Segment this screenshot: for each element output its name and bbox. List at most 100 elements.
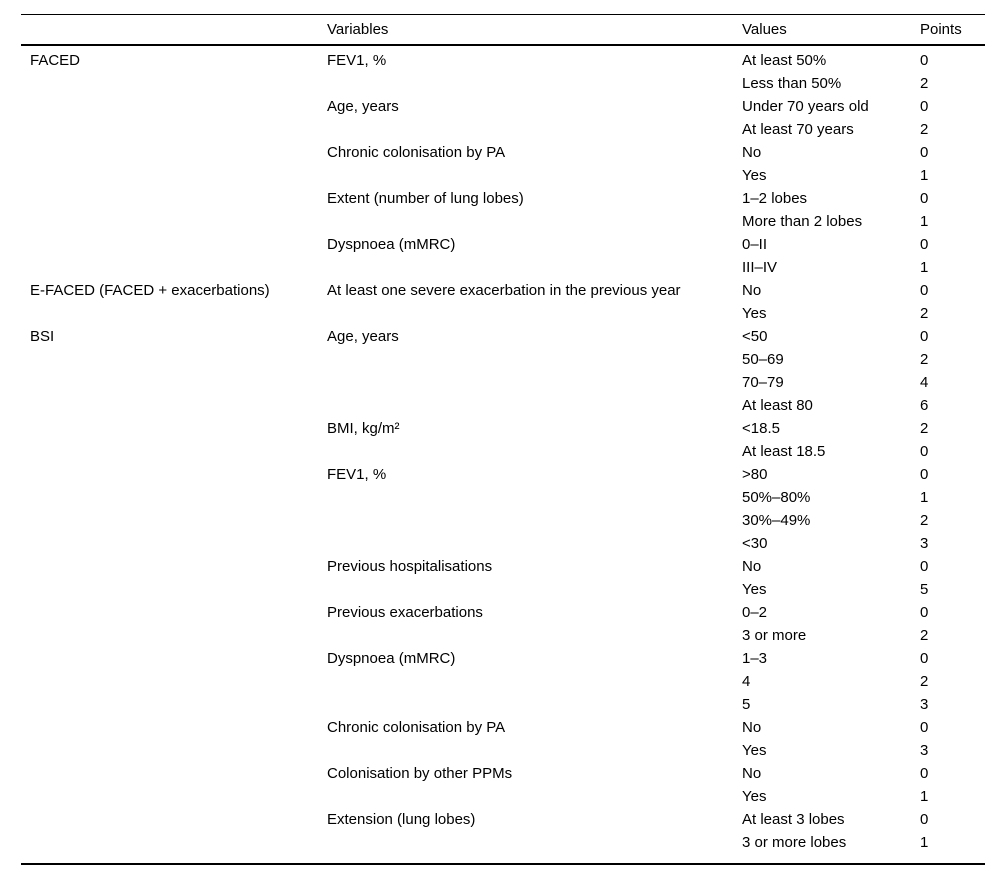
variable-cell [327,532,742,555]
variable-cell [327,256,742,279]
score-name-cell [30,555,327,578]
points-cell: 1 [920,259,929,276]
points-cell: 0 [920,282,929,299]
points-cell: 1 [920,167,929,184]
value-cell: III–IV [742,259,778,276]
variable-cell [327,440,742,463]
value-cell: 3 or more lobes [742,834,847,851]
variable-cell [327,509,742,532]
value-cell: Yes [742,788,767,805]
value-cell: Under 70 years old [742,98,869,115]
variable-cell [327,118,742,141]
value-cell: At least 70 years [742,121,854,138]
table-row: 70–79 4 [21,371,985,394]
value-cell: More than 2 lobes [742,213,863,230]
variable-cell: Chronic colonisation by PA [327,144,506,161]
table-row: 3 or more lobes 1 [21,831,985,854]
value-cell: Yes [742,581,767,598]
variable-cell: Dyspnoea (mMRC) [327,650,456,667]
points-cell: 0 [920,719,929,736]
variable-cell [327,670,742,693]
table-row: Yes 3 [21,739,985,762]
table-row: 30%–49% 2 [21,509,985,532]
score-name-cell [30,256,327,279]
variable-cell [327,302,742,325]
value-cell: <50 [742,328,768,345]
score-name-cell [30,210,327,233]
points-cell: 0 [920,236,929,253]
table-row: Yes 2 [21,302,985,325]
table-row: Yes 1 [21,164,985,187]
variable-cell: At least one severe exacerbation in the … [327,282,681,299]
table-row: BMI, kg/m² <18.5 2 [21,417,985,440]
header-variables: Variables [327,21,389,38]
score-name-cell [30,578,327,601]
value-cell: No [742,144,762,161]
variable-cell: Dyspnoea (mMRC) [327,236,456,253]
points-cell: 2 [920,673,929,690]
severity-scores-table: Variables Values Points FACED FEV1, % At… [21,14,985,865]
value-cell: 50%–80% [742,489,811,506]
value-cell: 1–2 lobes [742,190,808,207]
value-cell: Yes [742,305,767,322]
score-name-cell [30,509,327,532]
score-name-cell [30,785,327,808]
table-row: At least 80 6 [21,394,985,417]
value-cell: 1–3 [742,650,768,667]
score-name-cell [30,647,327,670]
table-row: 50%–80% 1 [21,486,985,509]
score-name-cell [30,486,327,509]
points-cell: 1 [920,788,929,805]
table-row: III–IV 1 [21,256,985,279]
value-cell: 50–69 [742,351,784,368]
score-name-cell [30,72,327,95]
variable-cell [327,164,742,187]
score-name-cell [30,233,327,256]
score-name-cell [30,624,327,647]
score-name-cell [30,394,327,417]
variable-cell: BMI, kg/m² [327,420,400,437]
table-row: BSI Age, years <50 0 [21,325,985,348]
table-row: 50–69 2 [21,348,985,371]
points-cell: 0 [920,144,929,161]
score-name-cell [30,440,327,463]
score-name-cell [30,762,327,785]
variable-cell [327,624,742,647]
score-name-cell: FACED [30,52,81,69]
score-name-cell [30,670,327,693]
points-cell: 2 [920,420,929,437]
score-name-cell [30,463,327,486]
variable-cell: Age, years [327,98,399,115]
variable-cell [327,578,742,601]
points-cell: 2 [920,121,929,138]
score-name-cell [30,164,327,187]
points-cell: 4 [920,374,929,391]
table-row: Dyspnoea (mMRC) 0–II 0 [21,233,985,256]
value-cell: 3 or more [742,627,807,644]
score-name-cell [30,118,327,141]
table-row: Yes 5 [21,578,985,601]
score-name-cell [30,348,327,371]
value-cell: At least 50% [742,52,827,69]
value-cell: 4 [742,673,751,690]
value-cell: Yes [742,167,767,184]
score-name-cell [30,371,327,394]
score-name-cell [30,739,327,762]
table-row: E-FACED (FACED + exacerbations) At least… [21,279,985,302]
table-row: At least 18.5 0 [21,440,985,463]
table-row: Previous exacerbations 0–2 0 [21,601,985,624]
table-row: More than 2 lobes 1 [21,210,985,233]
table-row: Extent (number of lung lobes) 1–2 lobes … [21,187,985,210]
variable-cell [327,371,742,394]
value-cell: At least 3 lobes [742,811,845,828]
variable-cell: Colonisation by other PPMs [327,765,513,782]
value-cell: No [742,558,762,575]
variable-cell: Previous hospitalisations [327,558,493,575]
points-cell: 1 [920,213,929,230]
table-row: Extension (lung lobes) At least 3 lobes … [21,808,985,831]
points-cell: 0 [920,190,929,207]
points-cell: 0 [920,765,929,782]
value-cell: 0–II [742,236,768,253]
value-cell: No [742,765,762,782]
